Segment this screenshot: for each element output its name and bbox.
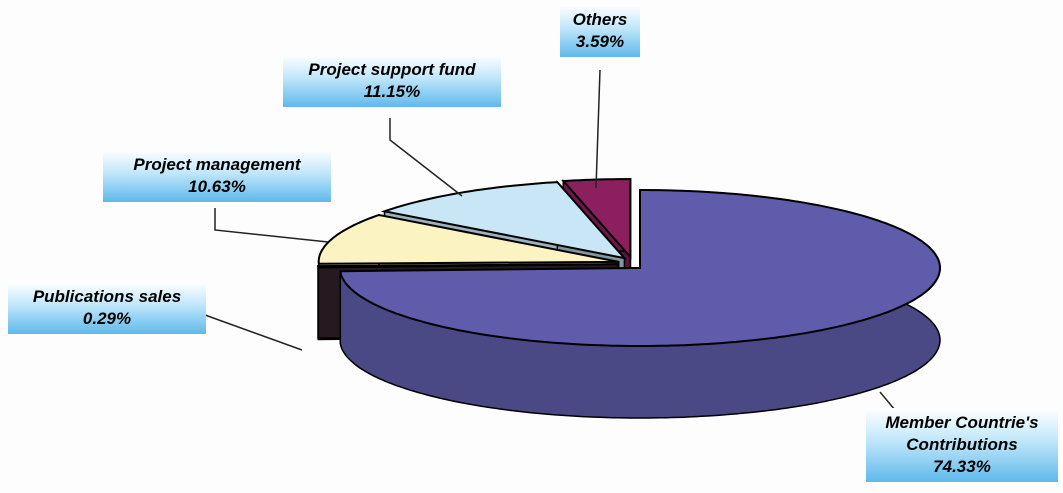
slice-label: Others 3.59% xyxy=(560,5,640,57)
category-label: Project management xyxy=(133,155,301,174)
slice xyxy=(316,263,619,269)
value-label: 11.15% xyxy=(363,82,421,101)
leader-line xyxy=(879,391,896,411)
category-label: Others xyxy=(572,10,628,29)
leader-line xyxy=(595,69,601,189)
category-label: Project support fund xyxy=(308,60,476,79)
slice xyxy=(380,181,628,260)
leader-line xyxy=(389,118,463,197)
slice-label: Project management 10.63% xyxy=(103,150,331,202)
leader-line xyxy=(214,208,329,243)
slice-label: Member Countrie's Contributions 74.33% xyxy=(866,408,1058,482)
value-label: 0.29% xyxy=(82,309,132,328)
slice-label: Project support fund 11.15% xyxy=(283,55,501,107)
value-label: 3.59% xyxy=(575,32,625,51)
leader-line xyxy=(204,314,303,351)
slice xyxy=(317,213,619,265)
category-label: Member Countrie's Contributions xyxy=(885,413,1039,454)
slice xyxy=(339,189,941,347)
value-label: 74.33% xyxy=(933,457,991,476)
slice-label: Publications sales 0.29% xyxy=(8,282,206,334)
value-label: 10.63% xyxy=(188,177,246,196)
category-label: Publications sales xyxy=(32,287,182,306)
